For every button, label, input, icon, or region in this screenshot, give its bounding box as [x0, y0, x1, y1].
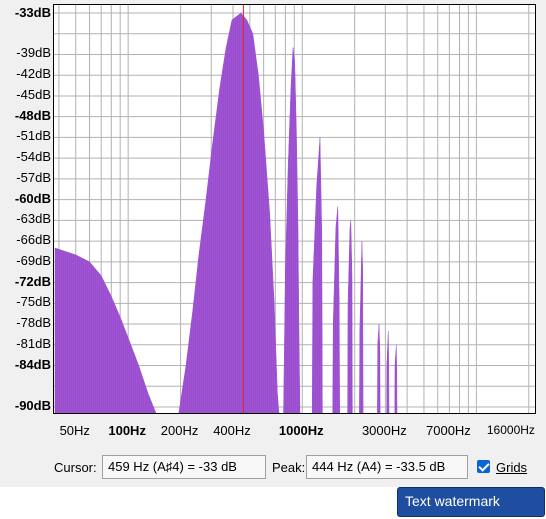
- y-tick-label: -48dB: [14, 107, 51, 123]
- y-tick-label: -78dB: [16, 315, 51, 331]
- status-footer: Cursor: 459 Hz (A♯4) = -33 dB Peak: 444 …: [0, 452, 546, 482]
- y-tick-label: -69dB: [16, 252, 51, 268]
- x-tick-label: 16000Hz: [486, 423, 535, 437]
- x-tick-label: 3000Hz: [361, 423, 407, 438]
- text-watermark: Text watermark: [397, 487, 545, 517]
- x-tick-label: 100Hz: [108, 423, 146, 438]
- x-tick-label: 200Hz: [160, 423, 199, 438]
- y-tick-label: -60dB: [14, 190, 51, 206]
- y-tick-label: -57dB: [16, 169, 51, 185]
- spectrum-plot-area[interactable]: [53, 4, 536, 414]
- cursor-value-field: 459 Hz (A♯4) = -33 dB: [102, 455, 266, 479]
- peak-value-field: 444 Hz (A4) = -33.5 dB: [306, 455, 468, 479]
- spectrum-series: [54, 12, 398, 413]
- peak-label: Peak:: [272, 460, 306, 475]
- y-tick-label: -66dB: [16, 232, 51, 248]
- y-tick-label: -54dB: [16, 149, 51, 165]
- y-tick-label: -90dB: [14, 398, 51, 413]
- cursor-label: Cursor:: [54, 460, 97, 475]
- x-tick-label: 50Hz: [59, 423, 90, 438]
- x-tick-label: 400Hz: [213, 423, 251, 438]
- grids-checkbox[interactable]: [477, 460, 490, 473]
- spectrum-panel: -33dB -39dB -42dB -45dB -48dB -51dB -54dB -57dB…: [0, 0, 546, 487]
- grids-label[interactable]: Grids: [496, 460, 528, 475]
- spectrum-chart: [54, 5, 535, 413]
- y-tick-label: -39dB: [16, 45, 51, 61]
- spectrum-bar-texture: [54, 5, 535, 413]
- x-tick-label: 7000Hz: [426, 423, 471, 438]
- y-tick-label: -63dB: [16, 211, 51, 227]
- y-tick-label: -33dB: [14, 5, 51, 20]
- x-tick-label: 1000Hz: [278, 423, 324, 438]
- y-tick-label: -84dB: [14, 356, 51, 372]
- y-tick-label: -75dB: [16, 294, 51, 310]
- y-tick-label: -51dB: [16, 128, 51, 144]
- y-tick-label: -72dB: [14, 273, 51, 289]
- y-tick-label: -42dB: [16, 66, 51, 82]
- y-tick-label: -81dB: [16, 335, 51, 351]
- y-tick-label: -45dB: [16, 86, 51, 102]
